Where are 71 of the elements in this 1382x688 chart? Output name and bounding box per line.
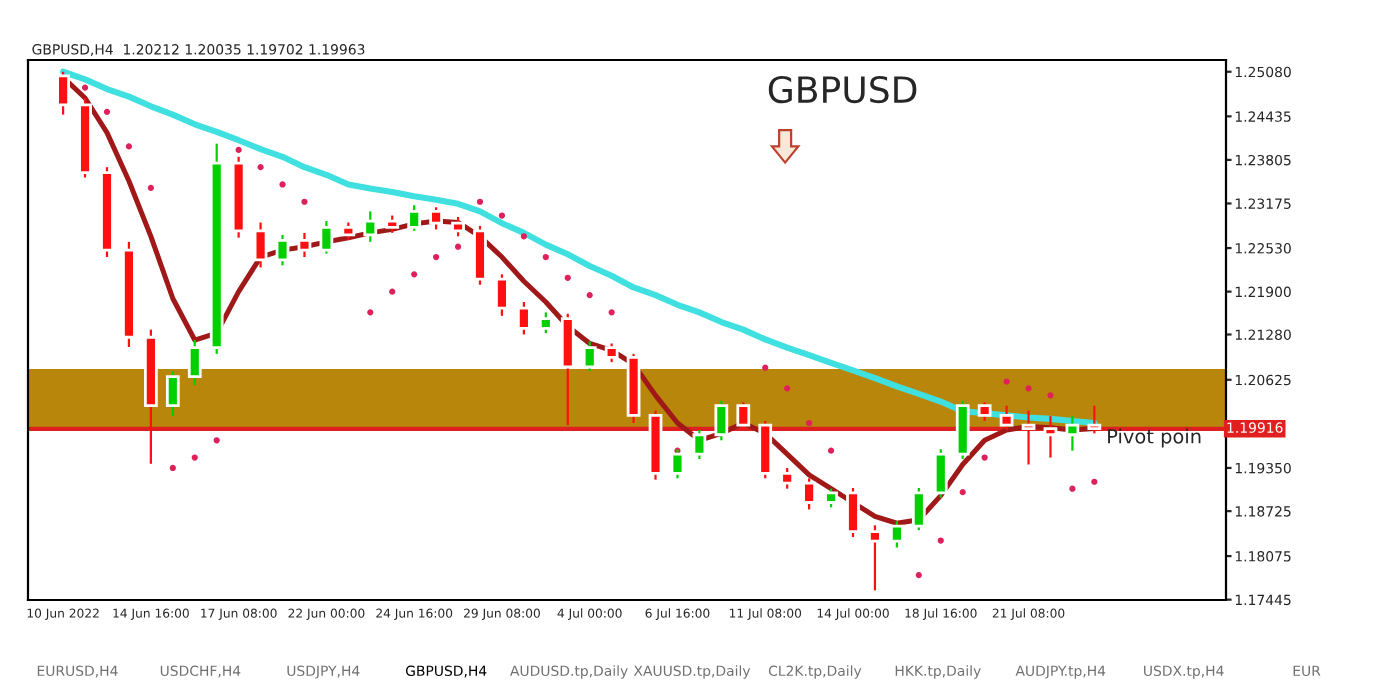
candlestick bbox=[1065, 414, 1080, 452]
candlestick bbox=[297, 231, 312, 259]
point bbox=[389, 288, 396, 295]
point bbox=[762, 364, 769, 371]
candlestick bbox=[538, 311, 553, 335]
point bbox=[279, 181, 286, 188]
point bbox=[191, 454, 198, 461]
candlestick bbox=[407, 204, 422, 232]
point bbox=[1003, 378, 1010, 385]
point bbox=[81, 84, 89, 91]
point bbox=[1025, 385, 1032, 392]
candlestick bbox=[977, 401, 992, 423]
candlestick bbox=[517, 300, 531, 336]
candlestick bbox=[275, 233, 290, 267]
candlestick bbox=[780, 466, 795, 490]
candlestick bbox=[999, 404, 1014, 432]
candlestick bbox=[1043, 414, 1058, 459]
point bbox=[103, 108, 111, 115]
candlestick bbox=[604, 342, 619, 364]
point bbox=[586, 291, 593, 299]
point bbox=[125, 143, 133, 150]
candlestick bbox=[363, 210, 378, 243]
candlestick bbox=[56, 70, 70, 116]
chart-title: GBPUSD bbox=[768, 75, 917, 104]
point bbox=[476, 198, 484, 205]
candlestick bbox=[1021, 409, 1036, 466]
point bbox=[542, 253, 549, 261]
point bbox=[520, 233, 527, 240]
point bbox=[1047, 392, 1054, 399]
point bbox=[147, 184, 154, 192]
point bbox=[564, 274, 571, 281]
candlestick bbox=[714, 399, 729, 442]
candlestick bbox=[582, 340, 597, 373]
text: Pivot poin bbox=[1108, 428, 1201, 448]
point bbox=[915, 572, 922, 579]
candlestick bbox=[890, 520, 904, 549]
candlestick bbox=[692, 428, 707, 461]
candlestick bbox=[868, 524, 882, 592]
candlestick bbox=[495, 273, 509, 317]
candlestick bbox=[187, 338, 202, 387]
point bbox=[301, 198, 308, 205]
point bbox=[213, 437, 220, 444]
candlestick bbox=[824, 487, 838, 509]
point bbox=[257, 164, 264, 171]
point bbox=[959, 489, 966, 496]
point bbox=[411, 271, 418, 278]
candlestick bbox=[429, 206, 443, 231]
candlestick bbox=[736, 401, 751, 432]
point bbox=[981, 454, 988, 461]
point bbox=[827, 447, 835, 454]
point bbox=[498, 212, 506, 219]
candlestick bbox=[846, 486, 860, 539]
point bbox=[1091, 478, 1098, 485]
candlestick bbox=[1087, 404, 1102, 435]
point bbox=[806, 419, 813, 427]
point bbox=[169, 464, 176, 472]
point bbox=[367, 309, 374, 316]
candlestick bbox=[911, 486, 926, 532]
candlestick bbox=[319, 219, 334, 255]
point bbox=[454, 243, 462, 250]
point bbox=[784, 385, 791, 392]
candlestick bbox=[933, 448, 948, 499]
point bbox=[433, 253, 440, 261]
point bbox=[1069, 485, 1076, 492]
point bbox=[937, 537, 944, 544]
candlestick bbox=[253, 221, 268, 269]
candlestick bbox=[165, 370, 180, 418]
candlestick bbox=[802, 477, 816, 511]
point bbox=[235, 146, 242, 153]
point bbox=[608, 309, 615, 316]
candlestick bbox=[451, 215, 465, 238]
